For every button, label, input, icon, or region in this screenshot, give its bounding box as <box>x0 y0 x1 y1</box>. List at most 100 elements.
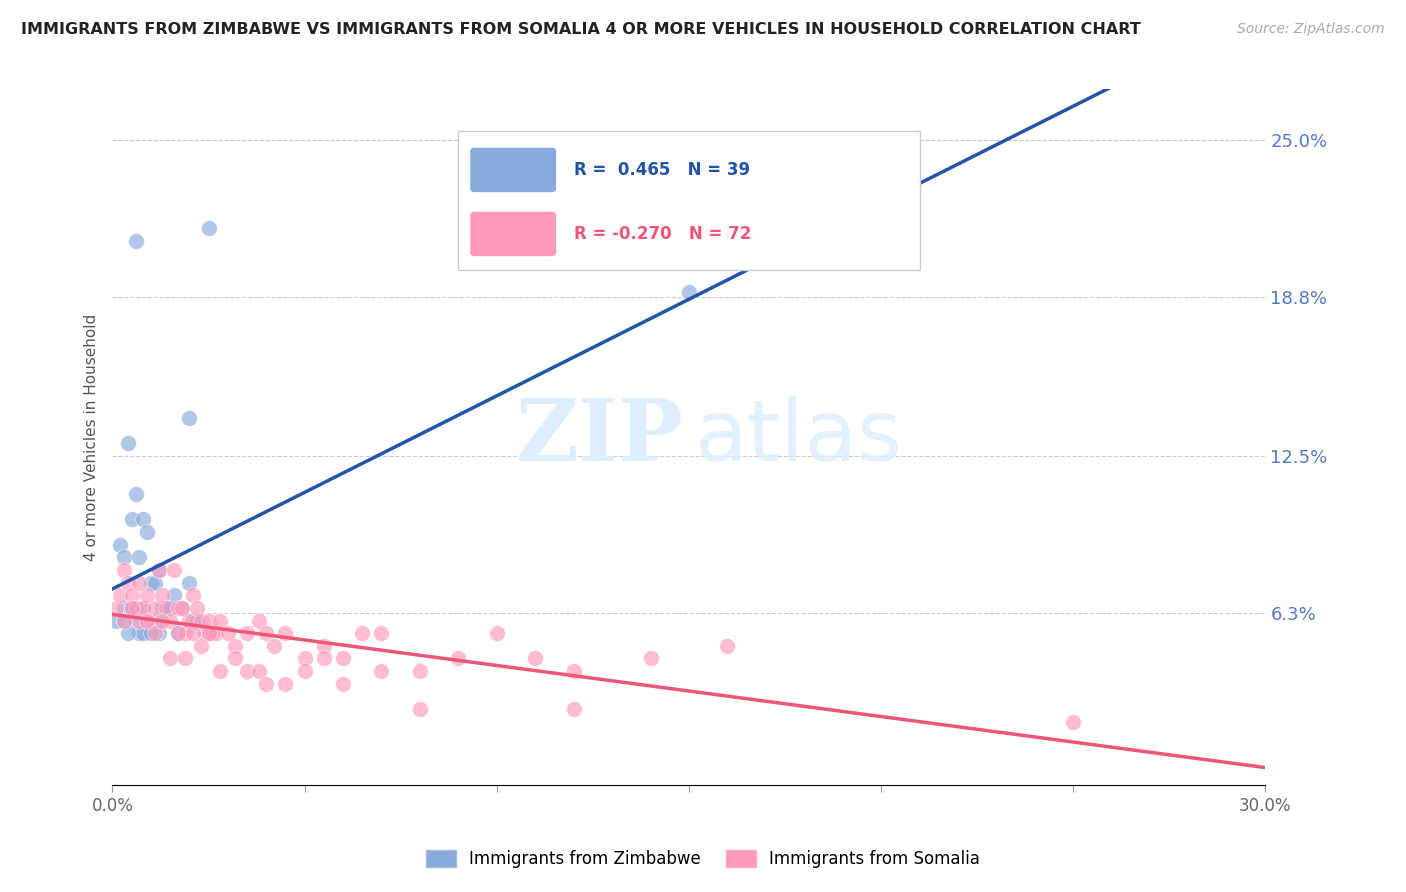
Text: atlas: atlas <box>695 395 903 479</box>
Point <box>166 600 188 615</box>
Point <box>190 639 212 653</box>
Point <box>166 626 188 640</box>
Point <box>197 626 219 640</box>
Point <box>128 626 150 640</box>
Point <box>716 639 738 653</box>
Point <box>179 411 201 425</box>
Point <box>209 664 232 678</box>
Point <box>166 626 188 640</box>
Point <box>524 651 547 665</box>
Point <box>139 626 162 640</box>
Point <box>186 600 208 615</box>
Point <box>163 563 186 577</box>
Point <box>247 614 270 628</box>
Point <box>128 614 150 628</box>
Point <box>170 600 193 615</box>
Point <box>124 600 146 615</box>
Text: R = -0.270   N = 72: R = -0.270 N = 72 <box>574 225 751 243</box>
Point <box>124 614 146 628</box>
Point <box>148 614 170 628</box>
Text: ZIP: ZIP <box>516 395 683 479</box>
Point <box>152 588 174 602</box>
Point <box>112 550 135 565</box>
Point <box>181 588 204 602</box>
Point <box>124 487 146 501</box>
Point <box>197 614 219 628</box>
Point <box>312 639 335 653</box>
Point <box>121 600 143 615</box>
Point <box>121 512 143 526</box>
FancyBboxPatch shape <box>470 211 557 257</box>
Point <box>190 614 212 628</box>
Point <box>179 575 201 590</box>
Point <box>254 626 277 640</box>
Point <box>132 626 155 640</box>
Point <box>132 600 155 615</box>
Point <box>148 563 170 577</box>
Point <box>132 512 155 526</box>
Point <box>224 639 246 653</box>
Point <box>209 614 232 628</box>
Point <box>112 563 135 577</box>
Point <box>294 651 316 665</box>
Point <box>174 626 197 640</box>
Point <box>128 575 150 590</box>
Point <box>112 614 135 628</box>
Point <box>159 651 181 665</box>
Point <box>370 664 392 678</box>
Point <box>1062 714 1084 729</box>
Text: R =  0.465   N = 39: R = 0.465 N = 39 <box>574 161 749 179</box>
Point <box>562 702 585 716</box>
Point <box>170 600 193 615</box>
Point <box>143 600 166 615</box>
Point <box>136 614 159 628</box>
Point <box>121 588 143 602</box>
Point <box>155 600 177 615</box>
Point <box>143 626 166 640</box>
Point <box>105 600 128 615</box>
Point <box>224 651 246 665</box>
Point <box>179 614 201 628</box>
Point <box>136 614 159 628</box>
FancyBboxPatch shape <box>470 147 557 193</box>
Point <box>332 651 354 665</box>
Point <box>163 588 186 602</box>
Point <box>139 614 162 628</box>
Point <box>148 626 170 640</box>
Point <box>447 651 470 665</box>
Point <box>678 285 700 299</box>
Text: Source: ZipAtlas.com: Source: ZipAtlas.com <box>1237 22 1385 37</box>
Point <box>117 626 139 640</box>
Point <box>201 626 224 640</box>
Point <box>247 664 270 678</box>
Point <box>121 600 143 615</box>
Point <box>132 600 155 615</box>
Point <box>352 626 374 640</box>
Point <box>197 221 219 235</box>
Point <box>139 575 162 590</box>
Point <box>274 626 297 640</box>
Point <box>181 626 204 640</box>
Point <box>274 677 297 691</box>
Text: IMMIGRANTS FROM ZIMBABWE VS IMMIGRANTS FROM SOMALIA 4 OR MORE VEHICLES IN HOUSEH: IMMIGRANTS FROM ZIMBABWE VS IMMIGRANTS F… <box>21 22 1140 37</box>
Point <box>159 614 181 628</box>
Point <box>294 664 316 678</box>
Point <box>640 651 662 665</box>
Point <box>186 614 208 628</box>
Point <box>112 614 135 628</box>
Point <box>117 575 139 590</box>
Point <box>136 588 159 602</box>
Point <box>117 436 139 450</box>
Point <box>485 626 508 640</box>
Point <box>312 651 335 665</box>
Point <box>159 600 181 615</box>
Point <box>370 626 392 640</box>
Point <box>143 575 166 590</box>
Point <box>236 664 259 678</box>
Point <box>205 626 228 640</box>
Point <box>181 614 204 628</box>
Point <box>128 550 150 565</box>
Point <box>112 600 135 615</box>
Point <box>159 600 181 615</box>
Y-axis label: 4 or more Vehicles in Household: 4 or more Vehicles in Household <box>83 313 98 561</box>
